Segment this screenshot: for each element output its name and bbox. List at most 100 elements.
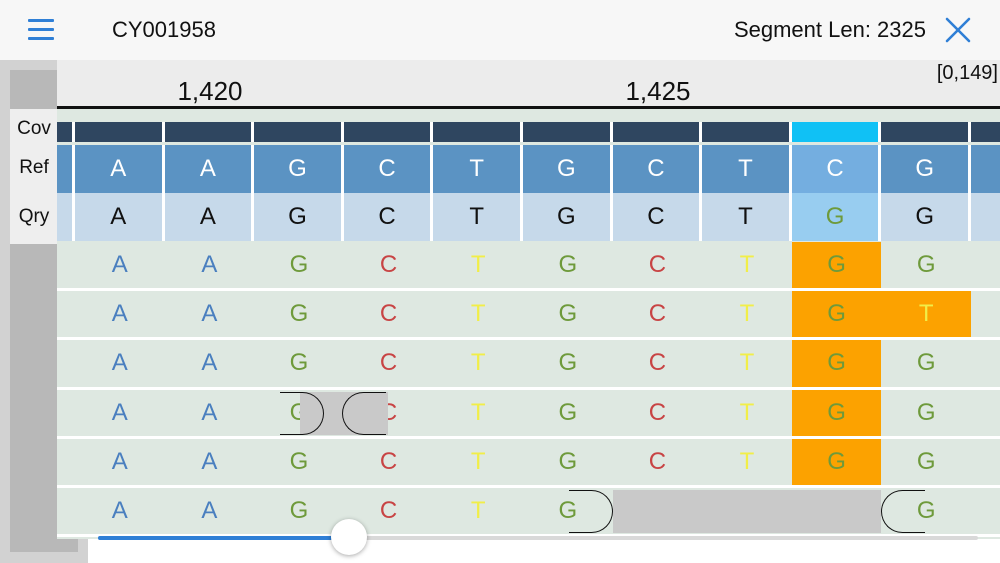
read-base[interactable]: [971, 340, 1000, 390]
read-base[interactable]: A: [164, 291, 255, 341]
read-base[interactable]: G: [881, 242, 971, 292]
reference-base[interactable]: [971, 145, 1000, 193]
reference-base[interactable]: G: [881, 145, 971, 193]
query-base[interactable]: T: [702, 193, 792, 241]
read-base[interactable]: G: [523, 291, 613, 341]
read-base[interactable]: C: [343, 242, 434, 292]
read-base[interactable]: G: [791, 340, 882, 390]
read-base[interactable]: G: [254, 242, 344, 292]
read-base[interactable]: T: [433, 340, 523, 390]
read-base[interactable]: A: [164, 340, 255, 390]
query-base[interactable]: C: [343, 193, 434, 241]
read-base[interactable]: G: [523, 439, 613, 488]
read-base[interactable]: G: [791, 242, 882, 292]
segment-title: CY001958: [112, 17, 216, 42]
scroll-slider-track[interactable]: [98, 536, 978, 540]
read-base[interactable]: T: [702, 390, 792, 439]
read-base[interactable]: [971, 291, 1000, 341]
read-base[interactable]: T: [433, 291, 523, 341]
read-base[interactable]: G: [254, 291, 344, 341]
coverage-bar: [433, 122, 523, 142]
read-base[interactable]: C: [343, 488, 434, 538]
coverage-bar: [612, 122, 703, 142]
read-base[interactable]: A: [164, 242, 255, 292]
read-base[interactable]: A: [75, 291, 165, 341]
read-base[interactable]: T: [433, 242, 523, 292]
hamburger-menu-icon[interactable]: [28, 18, 56, 42]
query-base[interactable]: A: [164, 193, 255, 241]
reference-base[interactable]: C: [612, 145, 703, 193]
read-base[interactable]: [971, 242, 1000, 292]
read-base[interactable]: G: [791, 438, 882, 488]
read-base[interactable]: [702, 488, 792, 538]
reference-base[interactable]: C: [343, 145, 434, 193]
read-base[interactable]: C: [612, 439, 703, 488]
read-base[interactable]: G: [791, 291, 882, 341]
query-base[interactable]: G: [523, 193, 613, 241]
query-base[interactable]: A: [75, 193, 165, 241]
read-base[interactable]: G: [254, 340, 344, 390]
read-base[interactable]: [612, 488, 703, 538]
reference-base[interactable]: G: [254, 145, 344, 193]
read-base[interactable]: A: [164, 488, 255, 538]
reference-base[interactable]: T: [702, 145, 792, 193]
query-base[interactable]: G: [791, 193, 882, 241]
read-base[interactable]: A: [75, 488, 165, 538]
query-base[interactable]: [971, 193, 1000, 241]
reference-base[interactable]: A: [75, 145, 165, 193]
read-base[interactable]: T: [702, 291, 792, 341]
read-base[interactable]: G: [881, 439, 971, 488]
read-base[interactable]: [791, 488, 882, 538]
coverage-bar: [881, 122, 971, 142]
reference-base[interactable]: T: [433, 145, 523, 193]
read-base[interactable]: T: [702, 242, 792, 292]
read-base[interactable]: C: [612, 242, 703, 292]
reference-base[interactable]: C: [791, 145, 882, 193]
read-base[interactable]: T: [702, 439, 792, 488]
read-base[interactable]: G: [791, 389, 882, 439]
read-base[interactable]: C: [343, 439, 434, 488]
coverage-cell: [57, 122, 75, 142]
read-base[interactable]: [971, 439, 1000, 488]
read-start-bracket: [341, 391, 386, 435]
read-base[interactable]: A: [75, 390, 165, 439]
reference-base[interactable]: G: [523, 145, 613, 193]
read-base[interactable]: T: [702, 340, 792, 390]
read-base[interactable]: G: [881, 340, 971, 390]
reference-base[interactable]: A: [164, 145, 255, 193]
read-base[interactable]: C: [343, 291, 434, 341]
read-base[interactable]: G: [881, 390, 971, 439]
read-base[interactable]: T: [433, 390, 523, 439]
coverage-bar: [523, 122, 613, 142]
read-base[interactable]: G: [254, 439, 344, 488]
top-bar: CY001958 Segment Len: 2325: [0, 0, 1000, 60]
read-base[interactable]: A: [75, 242, 165, 292]
read-base[interactable]: A: [75, 340, 165, 390]
close-icon[interactable]: [944, 16, 972, 44]
read-base[interactable]: C: [612, 390, 703, 439]
read-base[interactable]: C: [612, 340, 703, 390]
coverage-bar: [75, 122, 165, 142]
query-base[interactable]: C: [612, 193, 703, 241]
read-base[interactable]: G: [523, 242, 613, 292]
read-base[interactable]: G: [254, 488, 344, 538]
scroll-slider-thumb[interactable]: [331, 519, 367, 555]
query-base[interactable]: G: [881, 193, 971, 241]
read-base[interactable]: T: [881, 291, 971, 341]
read-base[interactable]: T: [433, 439, 523, 488]
read-base[interactable]: [971, 488, 1000, 538]
read-base[interactable]: A: [75, 439, 165, 488]
query-base[interactable]: T: [433, 193, 523, 241]
read-base[interactable]: G: [523, 390, 613, 439]
read-base[interactable]: T: [433, 488, 523, 538]
read-base[interactable]: C: [612, 291, 703, 341]
query-base[interactable]: G: [254, 193, 344, 241]
position-ruler: 1,420 1,425 [0,149]: [57, 60, 1000, 109]
read-base[interactable]: A: [164, 439, 255, 488]
read-base[interactable]: C: [343, 340, 434, 390]
read-base[interactable]: [971, 390, 1000, 439]
read-end-bracket: [568, 490, 613, 534]
read-base[interactable]: A: [164, 390, 255, 439]
read-base[interactable]: G: [523, 340, 613, 390]
